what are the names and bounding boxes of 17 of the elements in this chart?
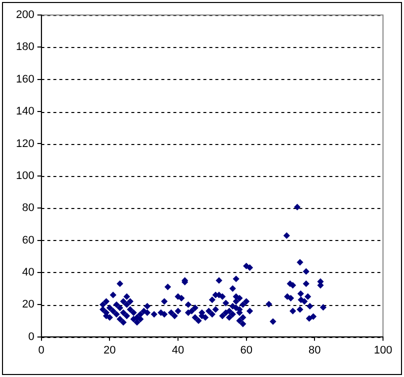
x-tick-label: 40 <box>172 344 184 356</box>
x-tick-label: 20 <box>104 344 116 356</box>
y-tick-label: 160 <box>16 73 34 86</box>
y-tick-label: 200 <box>16 9 34 22</box>
x-tick-label: 80 <box>308 344 321 356</box>
y-tick-label: 180 <box>16 41 34 54</box>
y-tick-label: 80 <box>22 202 34 214</box>
x-tick-label: 60 <box>240 344 252 356</box>
y-tick-label: 40 <box>22 266 34 278</box>
y-tick-label: 60 <box>22 234 34 246</box>
y-tick-label: 140 <box>16 106 34 118</box>
y-tick-label: 0 <box>28 330 34 343</box>
x-tick-label: 100 <box>374 344 392 356</box>
x-tick-label: 0 <box>38 344 44 356</box>
y-tick-label: 20 <box>22 298 34 311</box>
y-tick-label: 100 <box>16 170 34 182</box>
y-tick-label: 120 <box>16 138 34 150</box>
